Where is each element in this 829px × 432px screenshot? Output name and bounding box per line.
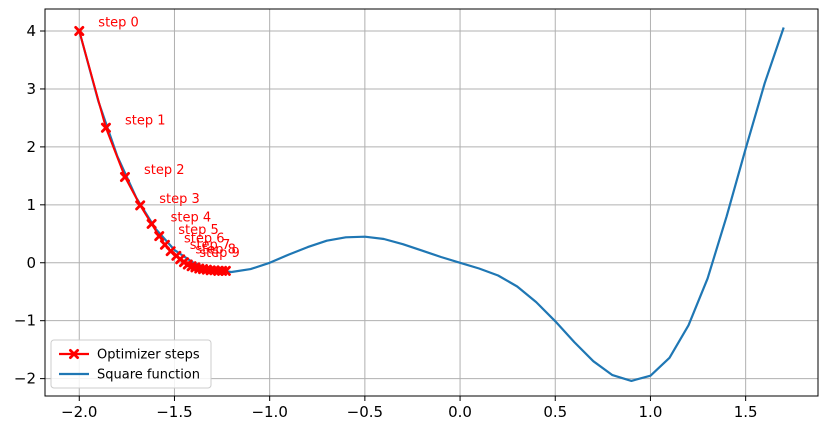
y-tick-label: 2 — [26, 138, 36, 156]
step-label: step 0 — [98, 15, 139, 30]
x-tick-label: 1.0 — [639, 403, 663, 421]
step-label: step 7 — [190, 238, 231, 253]
x-tick-label: 0.0 — [448, 403, 472, 421]
marker-stroke — [159, 239, 170, 250]
marker-stroke — [154, 231, 165, 242]
plot-frame — [44, 8, 819, 397]
marker-stroke — [146, 218, 157, 229]
legend-label: Square function — [97, 368, 200, 383]
marker-stroke — [190, 262, 201, 273]
marker-stroke — [119, 172, 130, 183]
x-axis: −2.0 −1.5 −1.0 −0.5 0.0 0.5 1.0 1.5 — [61, 396, 758, 421]
marker-stroke — [220, 265, 231, 276]
x-tick-label: 1.5 — [734, 403, 758, 421]
step-label: step 9 — [199, 246, 240, 261]
marker-stroke — [182, 259, 193, 270]
marker-stroke — [100, 122, 111, 133]
marker-stroke — [165, 246, 176, 257]
step-label: step 8 — [195, 242, 236, 257]
legend-marker — [69, 348, 79, 360]
x-tick-label: 0.5 — [543, 403, 567, 421]
step-label: step 6 — [184, 231, 225, 246]
legend: Optimizer steps Square function — [50, 339, 212, 389]
steps-layer — [74, 26, 231, 276]
y-tick-label: 1 — [26, 196, 36, 214]
y-tick-label: −2 — [14, 370, 36, 388]
optimizer-step-marker — [100, 122, 111, 133]
marker-stroke — [186, 261, 197, 272]
optimizer-step-marker — [119, 172, 130, 183]
optimizer-step-marker — [146, 218, 157, 229]
optimizer-step-marker — [74, 26, 85, 37]
optimizer-step-marker — [154, 231, 165, 242]
legend-label: Optimizer steps — [97, 348, 200, 363]
y-tick-label: 3 — [26, 80, 36, 98]
legend-entry: Optimizer steps — [59, 348, 200, 363]
x-tick-label: −1.0 — [251, 403, 287, 421]
step-label: step 1 — [125, 113, 166, 128]
marker-stroke — [135, 200, 146, 211]
legend-box — [50, 339, 212, 389]
y-axis: −2 −1 0 1 2 3 4 — [14, 22, 45, 388]
y-tick-label: 0 — [26, 254, 36, 272]
optimizer-step-marker — [135, 200, 146, 211]
y-tick-label: 4 — [26, 22, 36, 40]
x-tick-label: −2.0 — [61, 403, 97, 421]
step-label: step 2 — [144, 163, 185, 178]
grid — [45, 9, 818, 396]
step-label: step 5 — [178, 223, 219, 238]
optimizer-step-marker — [220, 265, 231, 276]
step-label: step 4 — [171, 211, 212, 226]
marker-stroke — [69, 348, 79, 360]
step-label: step 3 — [159, 192, 200, 207]
legend-entry: Square function — [59, 368, 200, 383]
x-tick-label: −1.5 — [156, 403, 192, 421]
marker-stroke — [74, 26, 85, 37]
legend-entries: Optimizer steps Square function — [59, 348, 200, 383]
y-tick-label: −1 — [14, 312, 36, 330]
x-tick-label: −0.5 — [347, 403, 383, 421]
